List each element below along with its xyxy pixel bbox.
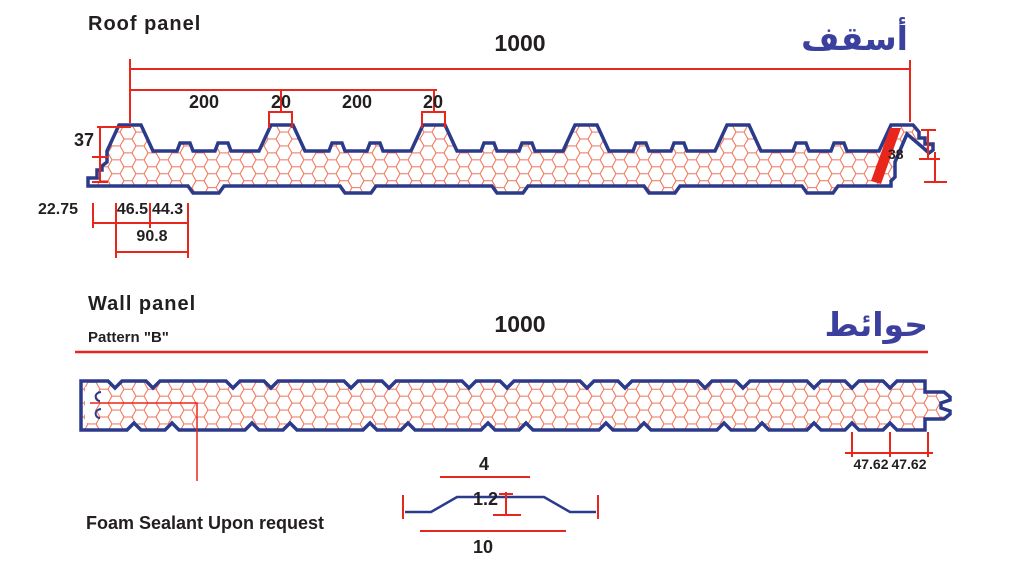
wall-panel-body — [79, 379, 952, 432]
roof-dim-total: 1000 — [494, 30, 546, 56]
detail-dim-bottom-width: 10 — [472, 537, 494, 557]
wall-dimension-lines — [75, 350, 933, 481]
roof-dim-pitch-b: 200 — [341, 92, 373, 112]
wall-dim-notch-b: 47.62 — [891, 456, 927, 472]
roof-dim-rib-a: 20 — [270, 92, 292, 112]
wall-arabic-label: حوائط — [824, 305, 928, 344]
roof-dim-bottom-seg-b: 44.3 — [152, 201, 184, 218]
roof-dim-right-height: 38 — [888, 146, 904, 162]
roof-dimension-lines — [92, 59, 947, 258]
roof-arabic-label: أسقف — [801, 19, 908, 58]
wall-title: Wall panel — [88, 293, 197, 315]
detail-dim-top-width: 4 — [478, 454, 489, 474]
roof-title: Roof panel — [88, 13, 202, 35]
wall-panel-profile — [79, 379, 952, 432]
roof-dim-left-height: 37 — [74, 130, 95, 150]
detail-dimension-lines — [402, 476, 599, 532]
roof-dim-bottom-offset: 22.75 — [38, 201, 79, 218]
wall-foam-sealant-hooks — [94, 391, 102, 419]
wall-pattern-label: Pattern "B" — [88, 329, 169, 346]
wall-foam-note: Foam Sealant Upon request — [86, 513, 325, 533]
wall-dim-total: 1000 — [494, 311, 546, 337]
roof-dim-bottom-total: 90.8 — [136, 228, 168, 245]
roof-panel-profile — [86, 123, 935, 195]
detail-dim-thickness: 1.2 — [472, 489, 498, 509]
roof-sealant-band — [871, 128, 901, 184]
roof-dim-pitch-a: 200 — [188, 92, 220, 112]
joint-detail-profile — [402, 476, 599, 532]
detail-sheet-profile — [405, 495, 596, 514]
roof-dim-rib-b: 20 — [422, 92, 444, 112]
roof-dim-bottom-seg-a: 46.5 — [116, 201, 148, 218]
wall-dim-notch-a: 47.62 — [853, 456, 889, 472]
roof-panel-body — [86, 123, 935, 195]
wall-groove-recess — [85, 387, 95, 423]
